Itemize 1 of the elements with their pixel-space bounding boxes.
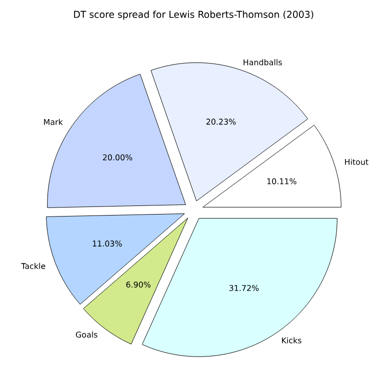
chart-title: DT score spread for Lewis Roberts-Thomson (2003)	[74, 10, 314, 20]
